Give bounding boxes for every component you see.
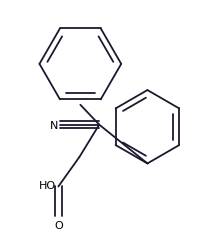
Text: HO: HO [39,181,56,191]
Text: N: N [50,120,58,130]
Text: O: O [54,220,63,230]
